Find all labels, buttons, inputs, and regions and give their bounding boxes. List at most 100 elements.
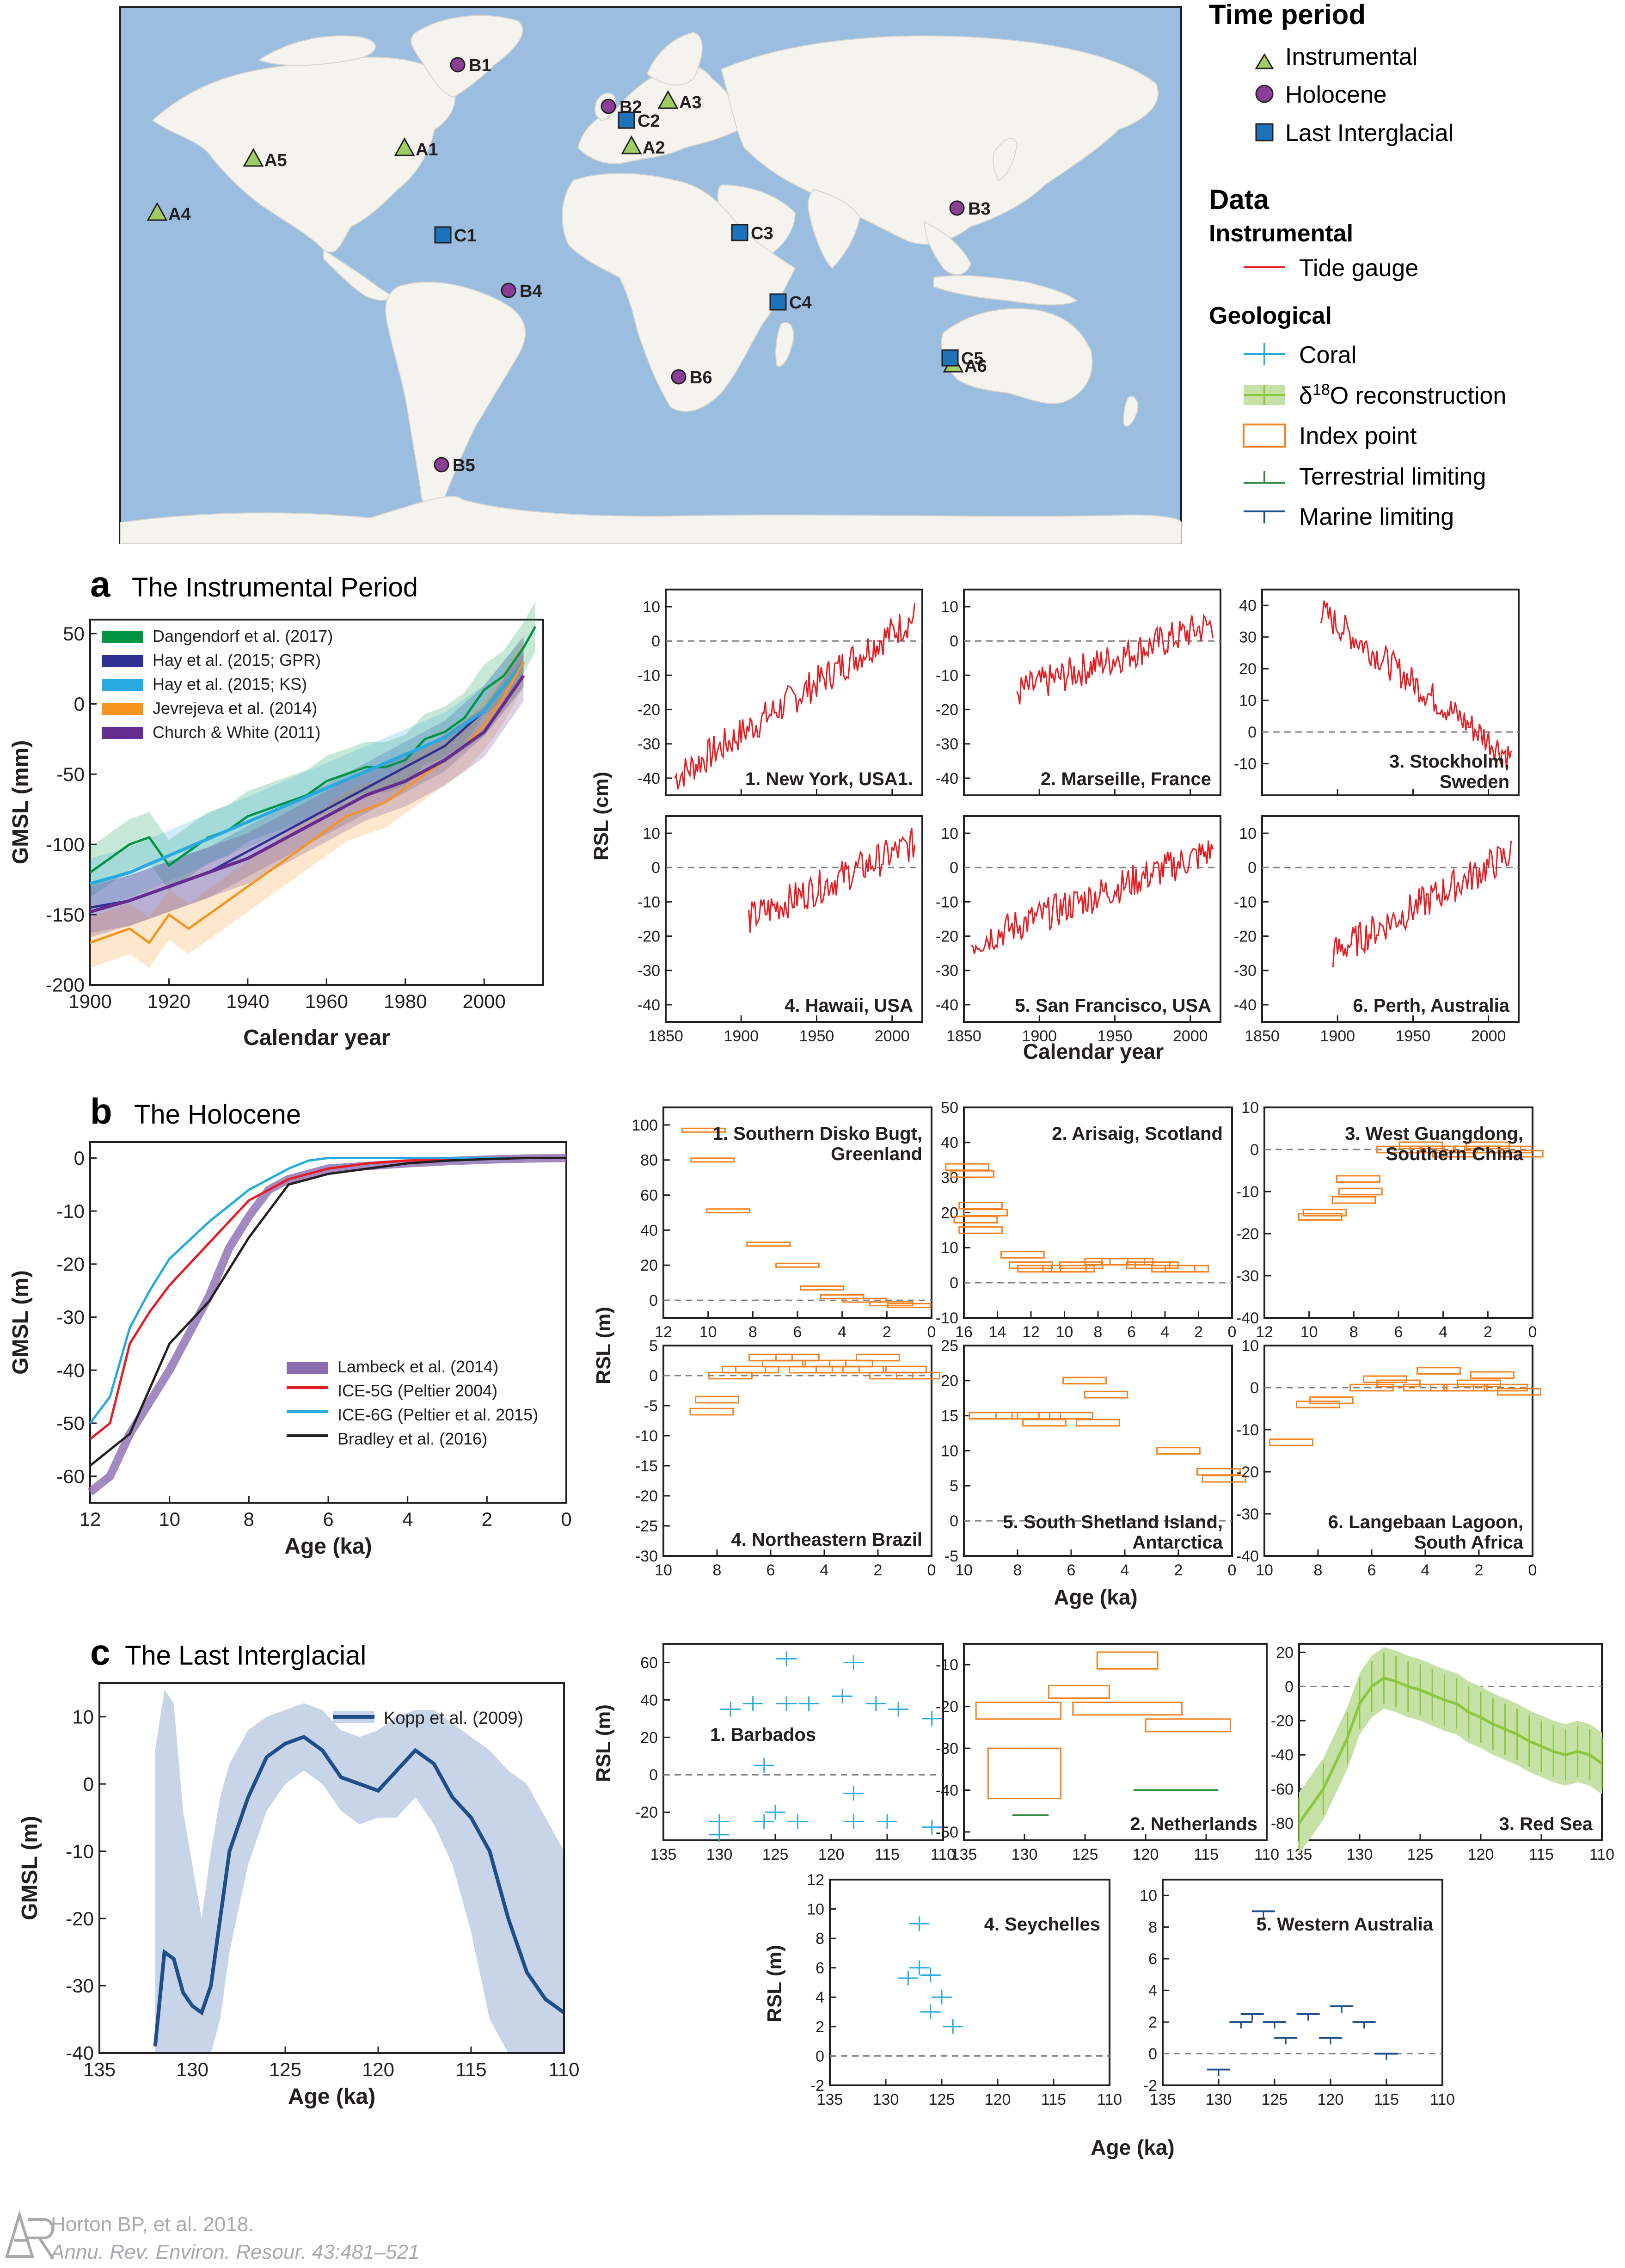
panel-title: 3. Red Sea bbox=[1499, 1814, 1593, 1834]
y-tick-label: 0 bbox=[1248, 859, 1257, 877]
y-tick-label: 0 bbox=[74, 693, 85, 715]
y-tick-label: -10 bbox=[936, 667, 958, 684]
y-tick-label: -10 bbox=[638, 667, 660, 684]
y-tick-label: 10 bbox=[941, 598, 958, 616]
d18o-band bbox=[1299, 1647, 1602, 1854]
y-tick-label: 0 bbox=[950, 633, 958, 650]
site-B4-label: B4 bbox=[520, 282, 542, 301]
x-tick-label: 10 bbox=[159, 1508, 180, 1530]
index-point-box bbox=[690, 1157, 735, 1163]
plot-frame bbox=[829, 1879, 1110, 2086]
panel-title: Antarctica bbox=[1132, 1532, 1223, 1553]
series-line bbox=[90, 675, 525, 914]
section-a-title: The Instrumental Period bbox=[132, 572, 418, 602]
x-tick-label: 8 bbox=[748, 1323, 757, 1341]
legend-data-title: Data bbox=[1209, 184, 1269, 215]
land-madagascar bbox=[775, 322, 794, 367]
y-tick-label: 0 bbox=[950, 1512, 958, 1530]
plot-frame-overlay bbox=[98, 1682, 565, 2054]
y-tick-label: 0 bbox=[950, 1274, 958, 1292]
site-C2-square-icon bbox=[618, 111, 635, 129]
y-tick-label: -10 bbox=[635, 1427, 658, 1445]
index-point-box bbox=[958, 1226, 1003, 1234]
y-tick-label: -30 bbox=[1236, 1506, 1259, 1523]
x-tick-label: 6 bbox=[1127, 1323, 1136, 1341]
series-band bbox=[90, 650, 524, 937]
index-point-box bbox=[1497, 1388, 1541, 1396]
plot-frame bbox=[662, 1643, 944, 1841]
y-tick-label: -20 bbox=[1236, 1463, 1259, 1481]
section-b-title: The Holocene bbox=[134, 1100, 301, 1130]
x-tick-label: 12 bbox=[655, 1323, 672, 1341]
index-point-box bbox=[1302, 1209, 1347, 1217]
index-point-box bbox=[1454, 1145, 1499, 1154]
y-tick-label: 2 bbox=[1148, 2014, 1157, 2031]
x-tick-label: 130 bbox=[176, 2059, 208, 2080]
legend-swatch bbox=[102, 655, 143, 667]
x-tick-label: 8 bbox=[1013, 1561, 1022, 1579]
y-tick-label: -40 bbox=[56, 1359, 85, 1381]
y-tick-label: -40 bbox=[936, 996, 958, 1014]
x-tick-label: 110 bbox=[1430, 2091, 1455, 2108]
y-tick-label: 10 bbox=[941, 825, 958, 842]
y-tick-label: -2 bbox=[1143, 2077, 1157, 2095]
site-B5-circle-icon bbox=[434, 457, 449, 473]
site-C5-label: C5 bbox=[961, 349, 984, 369]
land-scandinavia bbox=[646, 31, 703, 86]
index-point-box bbox=[1398, 1141, 1443, 1149]
section-a-letter: a bbox=[90, 564, 110, 604]
y-tick-label: -50 bbox=[56, 1413, 85, 1434]
section-b-letter: b bbox=[90, 1091, 112, 1131]
x-tick-label: 1920 bbox=[147, 990, 190, 1012]
plot-frame bbox=[662, 1345, 932, 1557]
y-tick-label: 8 bbox=[1148, 1919, 1157, 1936]
x-tick-label: 6 bbox=[767, 1561, 775, 1579]
index-point-box bbox=[887, 1303, 932, 1308]
site-A2-label: A2 bbox=[643, 138, 665, 158]
plot-frame bbox=[963, 815, 1221, 1023]
index-point-box bbox=[1072, 1702, 1183, 1716]
site-A5-triangle-icon bbox=[243, 148, 264, 167]
y-tick-label: 10 bbox=[643, 825, 660, 842]
index-point-box bbox=[950, 1170, 995, 1178]
x-tick-label: 115 bbox=[456, 2059, 487, 2080]
y-tick-label: 20 bbox=[640, 1257, 658, 1274]
index-point-box bbox=[1443, 1383, 1488, 1392]
y-tick-label: 10 bbox=[1241, 1337, 1259, 1355]
plot-frame bbox=[1261, 815, 1520, 1023]
x-tick-label: 125 bbox=[1072, 1846, 1098, 1863]
tide-gauge-panel: 1850 1900 1950 2000 10 0 -10 -20 -30 -40 5. San Fr… bbox=[936, 815, 1221, 1045]
legend-label: Lambeck et al. (2014) bbox=[337, 1357, 498, 1376]
x-tick-label: 6 bbox=[1067, 1561, 1076, 1579]
x-tick-label: 1900 bbox=[1022, 1027, 1057, 1045]
index-point-box bbox=[953, 1216, 998, 1223]
site-C4-square-icon bbox=[769, 293, 787, 311]
y-tick-label: 0 bbox=[1285, 1678, 1294, 1696]
y-tick-label: -20 bbox=[638, 701, 660, 719]
plot-frame bbox=[963, 1643, 1268, 1841]
y-tick-label: 6 bbox=[816, 1960, 824, 1977]
index-point-box bbox=[1017, 1412, 1061, 1420]
site-B1-circle-icon bbox=[450, 57, 466, 73]
x-tick-label: 2000 bbox=[1173, 1027, 1208, 1045]
index-point-box bbox=[681, 1127, 726, 1133]
y-tick-label: 0 bbox=[649, 1292, 658, 1309]
x-tick-label: 2000 bbox=[875, 1027, 910, 1045]
index-point-box bbox=[1466, 1141, 1510, 1149]
legend-instrumental-label: Instrumental bbox=[1285, 43, 1417, 70]
legend-swatch bbox=[102, 631, 143, 643]
panel-title: 5. Western Australia bbox=[1257, 1914, 1434, 1935]
legend-label: Hay et al. (2015; GPR) bbox=[153, 651, 321, 670]
panel-title: 1. Southern Disko Bugt, bbox=[713, 1124, 922, 1144]
land-arctic-canada bbox=[258, 35, 376, 66]
y-tick-label: -10 bbox=[56, 1200, 85, 1222]
y-tick-label: 4 bbox=[1148, 1982, 1157, 2000]
series-band bbox=[90, 636, 524, 968]
legend-last-interglacial-label: Last Interglacial bbox=[1285, 120, 1453, 147]
x-tick-label: 0 bbox=[561, 1508, 571, 1530]
panel-title: 2. Marseille, France bbox=[1041, 769, 1211, 789]
index-point-box bbox=[820, 1294, 865, 1299]
y-tick-label: 40 bbox=[941, 1134, 958, 1152]
